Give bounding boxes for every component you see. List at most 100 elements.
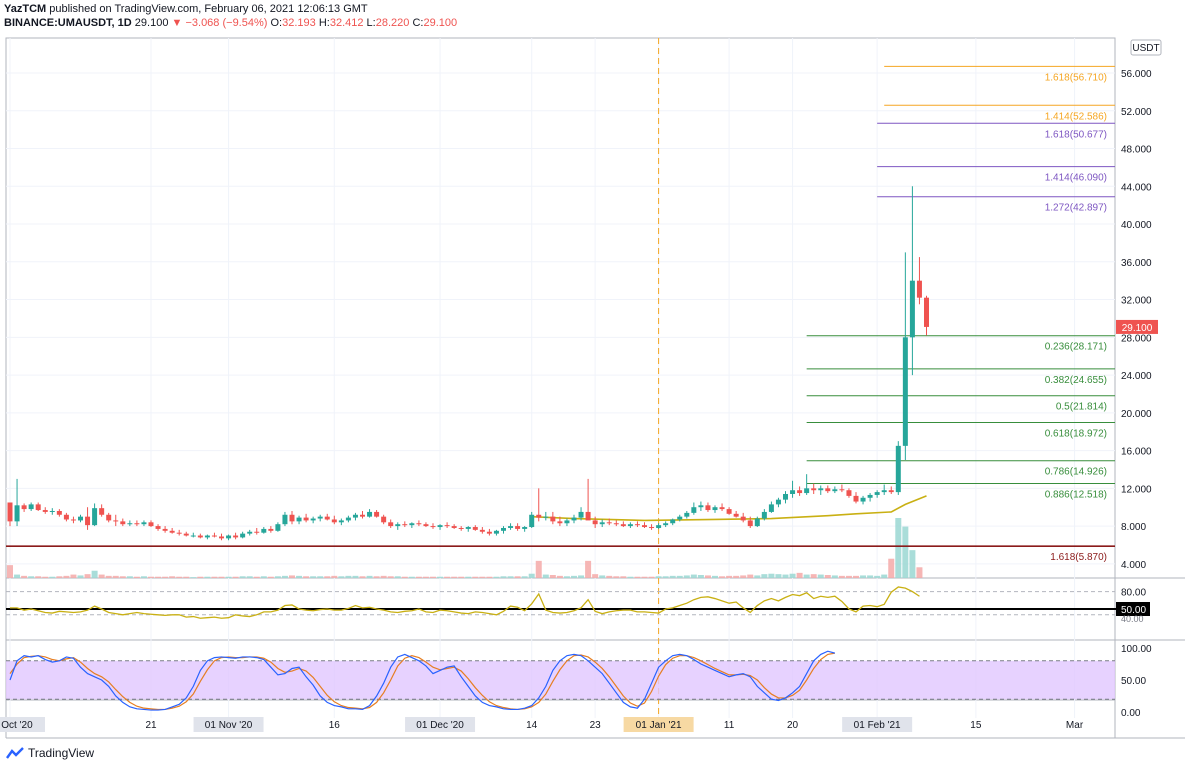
candle-body <box>254 531 260 533</box>
rsi-40-label: 40.00 <box>1121 614 1144 624</box>
candle-body <box>733 513 739 517</box>
candle-body <box>388 522 394 527</box>
candle-body <box>775 499 781 505</box>
volume-bar <box>733 575 740 578</box>
volume-bar <box>493 576 500 578</box>
candle-body <box>14 505 20 522</box>
time-label-box <box>0 717 45 732</box>
candle-body <box>169 530 175 533</box>
candle-body <box>402 524 408 526</box>
volume-bar <box>662 576 669 578</box>
candle-body <box>924 297 929 327</box>
candle-body <box>867 494 873 498</box>
volume-bar <box>35 576 42 578</box>
volume-bar <box>747 574 754 578</box>
candle-body <box>211 535 217 537</box>
candle-body <box>620 524 626 527</box>
volume-bar <box>352 575 359 578</box>
candle-body <box>113 520 119 522</box>
volume-bar <box>634 576 641 578</box>
candle-body <box>324 516 330 520</box>
volume-bar <box>267 576 274 578</box>
price-chart[interactable]: 1.618(56.710) 1.414(52.586) 1.618(50.677) 1… <box>0 32 1185 744</box>
candle-body <box>825 488 831 492</box>
candle-body <box>183 533 189 536</box>
candle-body <box>430 526 436 528</box>
volume-bar <box>669 575 676 578</box>
candle-body <box>381 516 387 523</box>
candle-body <box>7 502 13 522</box>
candle-body <box>761 511 767 519</box>
volume-bar <box>563 576 570 578</box>
stoch-d-line <box>9 652 835 711</box>
time-tick-label: 16 <box>329 720 341 731</box>
time-label-box <box>842 717 913 732</box>
time-tick-label: 23 <box>590 720 602 731</box>
volume-bar <box>225 576 232 578</box>
volume-bar <box>28 576 35 578</box>
volume-bar <box>253 576 260 578</box>
volume-bar <box>289 575 295 578</box>
time-label-box <box>405 717 476 732</box>
volume-bar <box>592 574 599 578</box>
candle-body <box>35 504 41 511</box>
volume-bar <box>909 550 916 578</box>
candle-body <box>874 492 880 495</box>
price-tick-label: 20.000 <box>1121 409 1152 420</box>
candle-body <box>92 508 98 526</box>
volume-bar <box>585 560 592 578</box>
open-value: 32.193 <box>282 17 316 29</box>
rsi-line <box>10 586 920 619</box>
volume-bar <box>500 576 507 578</box>
volume-bar <box>176 576 183 578</box>
candle-body <box>444 525 450 527</box>
volume-bar <box>387 576 394 578</box>
candle-body <box>226 535 232 539</box>
volume-bar <box>620 576 627 578</box>
last-price-tag-label: 29.100 <box>1122 323 1153 334</box>
volume-bar <box>126 576 133 578</box>
volume-bar <box>148 576 154 578</box>
candle-body <box>127 523 133 525</box>
volume-bar <box>183 576 190 578</box>
price-tick-label: 40.000 <box>1121 220 1152 231</box>
time-tick-label: 14 <box>526 720 538 731</box>
time-tick-label: 01 Jan '21 <box>636 720 682 731</box>
volume-bar <box>789 573 796 578</box>
time-label-box <box>193 717 264 732</box>
volume-bar <box>853 575 859 578</box>
candle-body <box>599 522 605 525</box>
candle-body <box>70 519 76 521</box>
volume-bar <box>514 576 521 578</box>
candle-body <box>846 490 852 496</box>
volume-bar <box>444 576 451 578</box>
candle-body <box>451 526 457 528</box>
candle-body <box>106 514 112 521</box>
volume-bar <box>888 558 895 578</box>
candle-body <box>437 525 443 528</box>
candle-body <box>134 523 140 525</box>
price-change: −3.068 (−9.54%) <box>185 17 268 29</box>
rsi-50-label: 50.00 <box>1121 605 1146 616</box>
volume-bar <box>422 576 429 578</box>
volume-bar <box>345 575 352 578</box>
stoch-k-line <box>9 650 836 711</box>
candle-body <box>804 488 810 494</box>
candle-body <box>162 528 168 531</box>
open-label: O: <box>270 17 283 29</box>
candle-body <box>712 507 718 511</box>
candle-body <box>219 536 224 539</box>
volume-bar <box>486 576 493 578</box>
brand-name: TradingView <box>28 746 95 760</box>
candle-body <box>557 521 563 524</box>
time-tick-label: 01 Dec '20 <box>416 720 464 731</box>
volume-bar <box>768 573 775 578</box>
price-tick-label: 44.000 <box>1121 182 1152 193</box>
candle-body <box>486 531 492 534</box>
volume-bar <box>84 574 91 578</box>
volume-bar <box>761 574 768 578</box>
time-tick-label: 15 <box>970 720 982 731</box>
candle-body <box>529 514 535 528</box>
price-tick-label: 24.000 <box>1121 371 1152 382</box>
volume-bar <box>472 576 479 578</box>
